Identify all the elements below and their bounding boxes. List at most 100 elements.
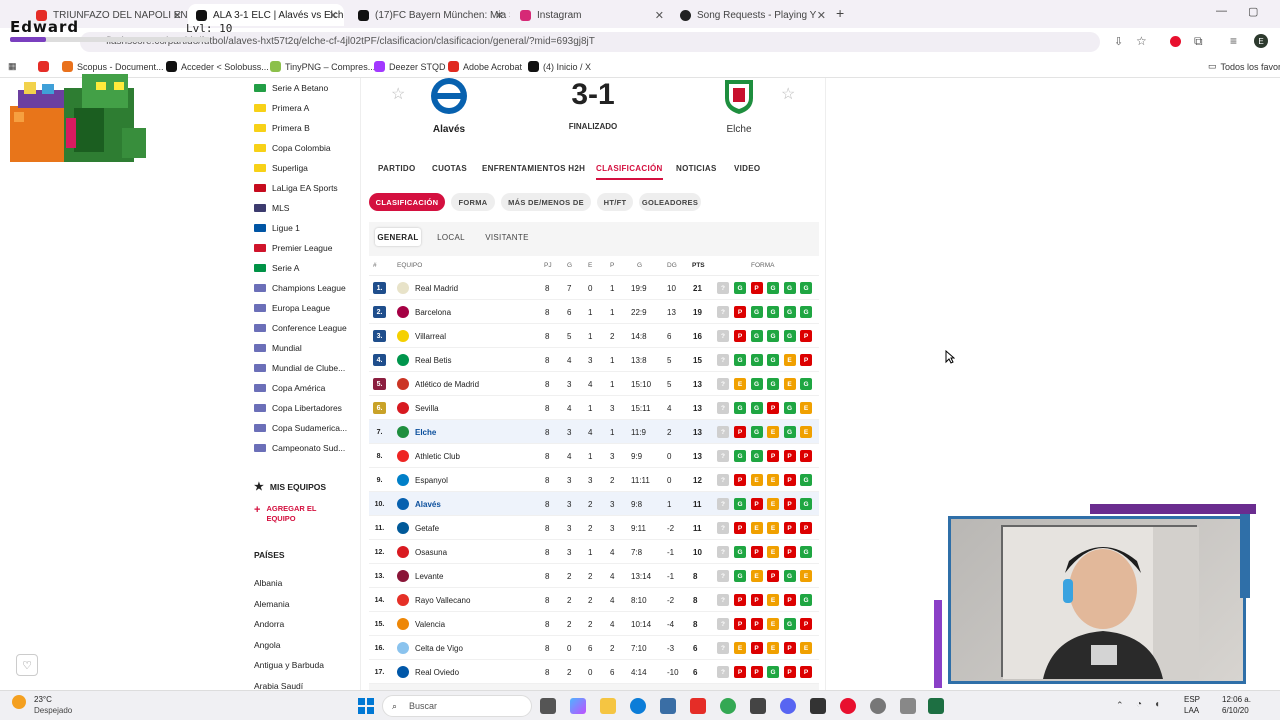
clock-date[interactable]: 6/10/20 <box>1222 706 1249 715</box>
table-row[interactable]: 1. Real Madrid 8 7 0 1 19:9 10 21? G P G G G <box>369 276 819 300</box>
close-icon[interactable]: ✕ <box>172 9 182 22</box>
form-next-badge[interactable]: ? <box>717 522 729 534</box>
form-badge[interactable]: G <box>767 282 779 294</box>
form-badge[interactable]: E <box>767 474 779 486</box>
star-icon[interactable]: ☆ <box>1136 34 1147 48</box>
bookmark-solobuss[interactable]: Acceder < Solobuss... <box>166 61 269 72</box>
tab-instagram[interactable]: Instagram ✕ <box>512 4 670 26</box>
sidebar-country-item[interactable]: Albania <box>254 578 283 588</box>
form-badge[interactable]: P <box>800 354 812 366</box>
favorite-home-star-icon[interactable]: ☆ <box>391 86 406 103</box>
away-team-name[interactable]: Elche <box>726 124 752 135</box>
form-badge[interactable]: P <box>734 522 746 534</box>
form-next-badge[interactable]: ? <box>717 306 729 318</box>
table-row[interactable]: 4. Real Betis 8 4 3 1 13:8 5 15? G G G E P <box>369 348 819 372</box>
form-badge[interactable]: G <box>750 426 763 438</box>
table-row[interactable]: 5. Atlético de Madrid 8 3 4 1 15:10 5 13? E G G E G <box>369 372 819 396</box>
sidebar-league-item[interactable]: Mundial <box>254 338 302 358</box>
bookmark-adobe[interactable]: Adobe Acrobat <box>448 61 522 72</box>
team-name[interactable]: Sevilla <box>415 404 439 413</box>
tab-youtube[interactable]: TRIUNFAZO DEL NAPOLI EN SU ✕ <box>28 4 188 26</box>
sidebar-country-item[interactable]: Andorra <box>254 619 285 629</box>
extensions-icon[interactable]: ⧉ <box>1194 34 1203 48</box>
sidebar-league-item[interactable]: Premier League <box>254 238 332 258</box>
team-name[interactable]: Real Madrid <box>415 284 459 293</box>
filter-pill-2[interactable]: MÁS DE/MENOS DE <box>501 193 591 211</box>
calculator-icon[interactable] <box>900 698 916 714</box>
store-icon[interactable] <box>660 698 676 714</box>
form-next-badge[interactable]: ? <box>717 474 729 486</box>
form-badge[interactable]: G <box>783 330 796 342</box>
table-row[interactable]: 15. Valencia 8 2 2 4 10:14 -4 8? P P E G P <box>369 612 819 636</box>
team-name[interactable]: Barcelona <box>415 308 452 317</box>
close-icon[interactable]: ✕ <box>654 9 664 22</box>
form-badge[interactable]: P <box>800 330 812 342</box>
sidebar-league-item[interactable]: Europa League <box>254 298 330 318</box>
form-next-badge[interactable]: ? <box>717 570 729 582</box>
form-next-badge[interactable]: ? <box>717 642 729 654</box>
sidebar-league-item[interactable]: Conference League <box>254 318 347 338</box>
url-field[interactable]: flashscore.co/partido/futbol/alaves-hxt5… <box>80 32 1100 52</box>
form-badge[interactable]: G <box>750 354 763 366</box>
form-badge[interactable]: P <box>750 282 763 294</box>
form-next-badge[interactable]: ? <box>717 498 729 510</box>
form-badge[interactable]: P <box>800 450 812 462</box>
bookmark-all-favorites[interactable]: ▭ Todos los favori <box>1208 61 1280 72</box>
sidebar-league-item[interactable]: Champions League <box>254 278 346 298</box>
filter-pill-4[interactable]: GOLEADORES <box>639 193 701 211</box>
form-badge[interactable]: G <box>783 426 796 438</box>
form-badge[interactable]: E <box>783 378 796 390</box>
form-badge[interactable]: P <box>734 474 746 486</box>
form-badge[interactable]: P <box>734 426 746 438</box>
form-badge[interactable]: P <box>750 498 763 510</box>
keyboard-layout[interactable]: LAA <box>1184 706 1200 715</box>
form-badge[interactable]: E <box>734 642 746 654</box>
form-badge[interactable]: P <box>783 642 796 654</box>
sidebar-league-item[interactable]: Campeonato Sud... <box>254 438 345 458</box>
form-next-badge[interactable]: ? <box>717 330 729 342</box>
bookmark-x[interactable]: (4) Inicio / X <box>528 61 591 72</box>
form-badge[interactable]: E <box>767 594 779 606</box>
form-badge[interactable]: G <box>800 378 812 390</box>
form-badge[interactable]: P <box>750 594 763 606</box>
sidebar-league-item[interactable]: LaLiga EA Sports <box>254 178 338 198</box>
form-badge[interactable]: P <box>800 618 812 630</box>
game-icon[interactable] <box>750 698 766 714</box>
form-badge[interactable]: P <box>800 666 812 678</box>
form-badge[interactable]: G <box>767 378 779 390</box>
table-row[interactable]: 3. Villarreal 8 5 1 2 14:8 6 16? P G G G P <box>369 324 819 348</box>
subtab-general[interactable]: GENERAL <box>375 228 421 246</box>
windows-start-icon[interactable] <box>358 698 374 714</box>
table-row[interactable]: 17. Real Oviedo 8 2 0 6 4:14 -10 6? P P G P P <box>369 660 819 684</box>
form-badge[interactable]: G <box>734 282 746 294</box>
sidebar-country-item[interactable]: Alemania <box>254 598 290 609</box>
form-next-badge[interactable]: ? <box>717 450 729 462</box>
form-badge[interactable]: E <box>750 570 763 582</box>
form-badge[interactable]: P <box>800 522 812 534</box>
form-badge[interactable]: G <box>750 330 763 342</box>
form-badge[interactable]: E <box>750 522 763 534</box>
tab-song-requests[interactable]: Song Requests - Playing Y ✕ <box>672 4 832 26</box>
form-badge[interactable]: P <box>783 594 796 606</box>
form-badge[interactable]: P <box>783 498 796 510</box>
table-row[interactable]: 8. Athletic Club 8 4 1 3 9:9 0 13? G G P P P <box>369 444 819 468</box>
form-badge[interactable]: P <box>783 546 796 558</box>
table-row[interactable]: 6. Sevilla 8 4 1 3 15:11 4 13? G G P G E <box>369 396 819 420</box>
minimize-button[interactable]: — <box>1216 5 1227 17</box>
form-next-badge[interactable]: ? <box>717 618 729 630</box>
add-team-button[interactable]: + AGREGAR EL EQUIPO <box>254 504 344 524</box>
form-badge[interactable]: E <box>767 498 779 510</box>
form-badge[interactable]: P <box>750 642 763 654</box>
filter-pill-3[interactable]: HT/FT <box>597 193 633 211</box>
form-badge[interactable]: G <box>783 570 796 582</box>
form-badge[interactable]: E <box>767 618 779 630</box>
table-row[interactable]: 14. Rayo Vallecano 8 2 2 4 8:10 -2 8? P P E P G <box>369 588 819 612</box>
close-icon[interactable]: ✕ <box>328 9 338 22</box>
form-next-badge[interactable]: ? <box>717 594 729 606</box>
table-row[interactable]: 7. Elche 8 3 4 1 11:9 2 13? P G E G E <box>369 420 819 444</box>
sidebar-league-item[interactable]: MLS <box>254 198 289 218</box>
form-badge[interactable]: E <box>734 378 746 390</box>
team-name[interactable]: Levante <box>415 572 444 581</box>
weather-icon[interactable] <box>12 695 26 709</box>
form-badge[interactable]: G <box>750 378 763 390</box>
